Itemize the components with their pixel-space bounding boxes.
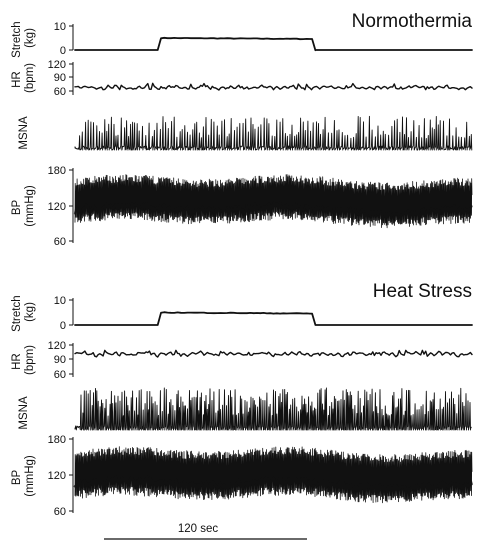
heat-msna-panel: MSNA (18, 387, 472, 431)
heat-stress-title: Heat Stress (373, 281, 472, 302)
scale-bar-label: 120 sec (178, 523, 219, 535)
tick-label: 60 (54, 86, 66, 98)
tick-label: 60 (54, 369, 66, 381)
ylabel-line-1: BP (11, 470, 23, 486)
tick-label: 60 (54, 506, 66, 518)
ylabel-line-1: Stretch (11, 295, 23, 331)
ylabel-line-2: (bpm) (24, 345, 36, 375)
normothermia-title: Normothermia (352, 11, 473, 32)
heat-bp-ylabel: BP (mmHg) (11, 455, 36, 497)
tick-label: 120 (48, 470, 66, 482)
ylabel-line-2: (mmHg) (24, 185, 36, 227)
ylabel-line-2: (kg) (24, 302, 36, 322)
ylabel-line-2: (mmHg) (24, 455, 36, 497)
heat-bp-panel: BP (mmHg) 180 120 60 (11, 434, 473, 518)
tick-label: 180 (48, 434, 66, 446)
ylabel-line-2: (bpm) (24, 63, 36, 93)
tick-label: 120 (48, 340, 66, 352)
ylabel-line-1: BP (11, 200, 23, 216)
tick-label: 10 (54, 21, 66, 33)
normothermia-stretch-ylabel: Stretch (kg) (11, 18, 36, 58)
ylabel-line-1: HR (11, 71, 23, 88)
tick-label: 120 (48, 201, 66, 213)
time-scale-bar: 120 sec (104, 523, 307, 540)
hr-trace (74, 349, 473, 358)
bp-mean-band (73, 201, 473, 219)
tick-label: 90 (54, 354, 66, 366)
stretch-trace (74, 36, 473, 52)
tick-label: 180 (48, 165, 66, 177)
hr-trace (74, 82, 473, 91)
heat-stretch-panel: Stretch (kg) 10 0 (11, 292, 473, 332)
tick-label: 0 (60, 45, 66, 57)
normothermia-bp-panel: BP (mmHg) 180 120 60 (11, 165, 473, 248)
bp-trace (74, 174, 473, 229)
normothermia-bp-ylabel: BP (mmHg) (11, 185, 36, 227)
tick-label: 120 (48, 59, 66, 71)
tick-label: 60 (54, 236, 66, 248)
ylabel-line-2: (kg) (24, 28, 36, 48)
heat-msna-ylabel: MSNA (18, 396, 30, 430)
heat-hr-ylabel: HR (bpm) (11, 345, 36, 375)
bp-trace (74, 446, 473, 504)
normothermia-msna-ylabel: MSNA (18, 116, 30, 150)
stretch-trace (74, 311, 473, 326)
tick-label: 10 (54, 295, 66, 307)
normothermia-stretch-panel: Stretch (kg) 10 0 (11, 18, 473, 58)
heat-stress-section: Heat Stress Stretch (kg) 10 0 HR (bpm) (11, 281, 473, 518)
normothermia-msna-panel: MSNA (18, 115, 473, 151)
msna-trace (74, 115, 473, 151)
normothermia-section: Normothermia Stretch (kg) 10 0 HR (bpm) (11, 11, 473, 248)
normothermia-hr-panel: HR (bpm) 120 90 60 (11, 59, 473, 98)
ylabel-line-1: Stretch (11, 21, 23, 57)
ylabel-line-1: HR (11, 353, 23, 370)
tick-label: 90 (54, 72, 66, 84)
msna-trace (74, 387, 472, 431)
heat-hr-panel: HR (bpm) 120 90 60 (11, 340, 473, 381)
bp-mean-band (73, 475, 473, 494)
heat-stretch-ylabel: Stretch (kg) (11, 292, 36, 332)
tick-label: 0 (60, 320, 66, 332)
normothermia-hr-ylabel: HR (bpm) (11, 63, 36, 93)
